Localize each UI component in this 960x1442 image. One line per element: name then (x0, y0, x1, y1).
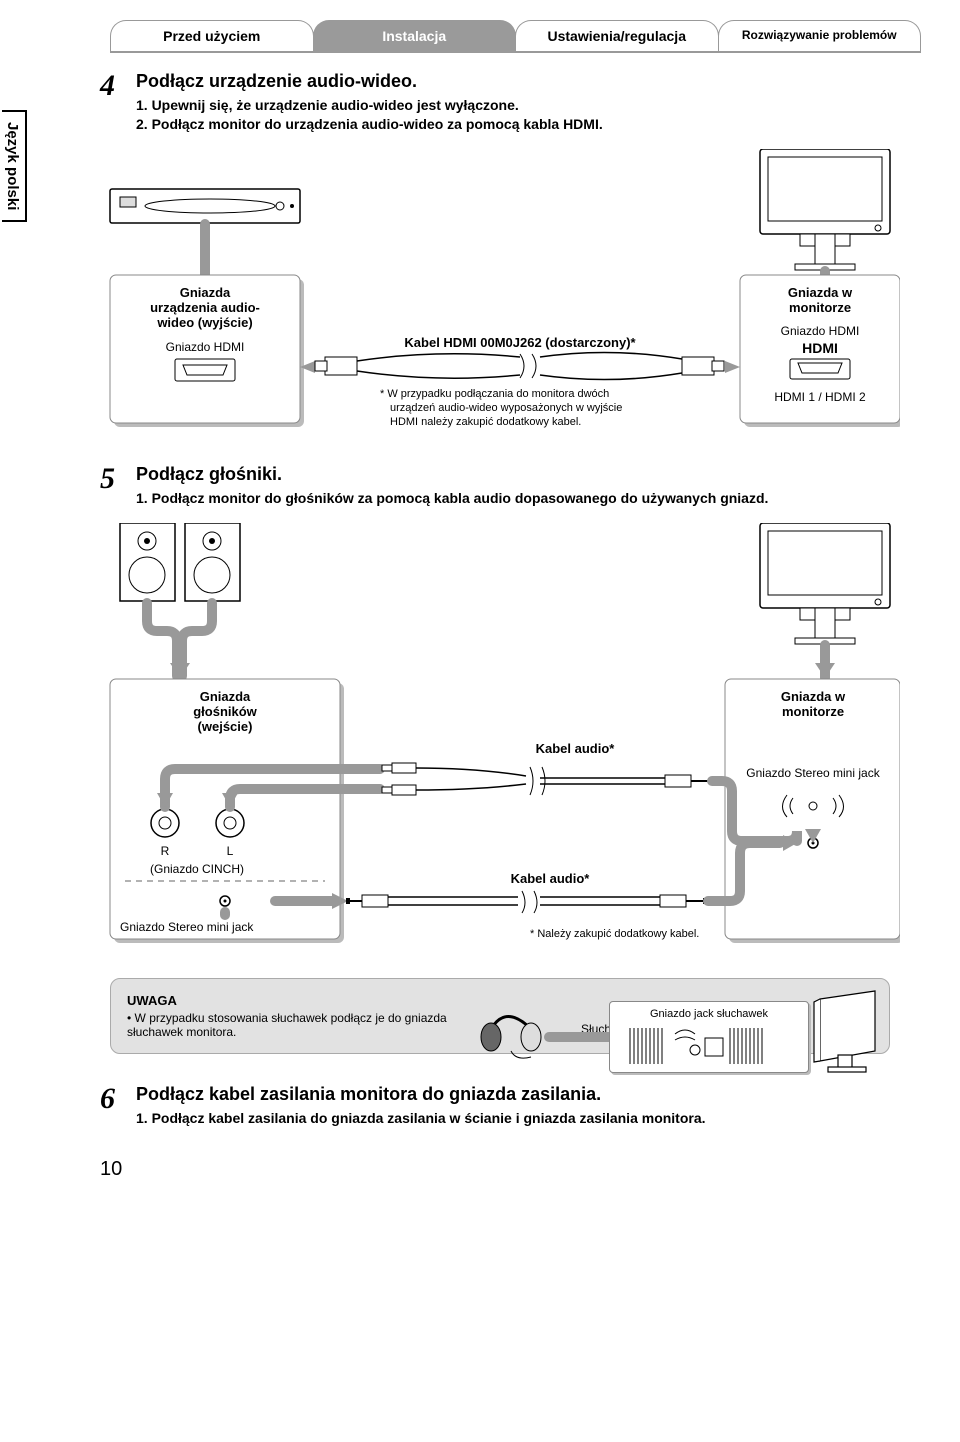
step-6: 6 Podłącz kabel zasilania monitora do gn… (100, 1084, 920, 1128)
note-text: • W przypadku stosowania słuchawek podłą… (127, 1011, 447, 1039)
speakers-icon (120, 523, 240, 601)
monitor-icon (760, 149, 890, 270)
right-box-title-1: Gniazda w (788, 285, 853, 300)
tab-before-use[interactable]: Przed użyciem (110, 20, 314, 53)
hdmi-cable-icon (300, 352, 740, 379)
audio-footnote: * Należy zakupić dodatkowy kabel. (530, 928, 699, 940)
tab-bar: Przed użyciem Instalacja Ustawienia/regu… (110, 20, 920, 53)
monitor-icon-2 (760, 523, 890, 644)
svg-text:Gniazda: Gniazda (200, 689, 251, 704)
left-box-title-2: urządzenia audio- (150, 300, 260, 315)
step-4-line2: 2. Podłącz monitor do urządzenia audio-w… (136, 115, 920, 134)
svg-text:Gniazda w: Gniazda w (781, 689, 846, 704)
tab-troubleshooting[interactable]: Rozwiązywanie problemów (718, 20, 922, 53)
headphone-jack-panel: Gniazdo jack słuchawek (609, 1001, 809, 1073)
note-box: UWAGA • W przypadku stosowania słuchawek… (110, 978, 890, 1054)
step-5: 5 Podłącz głośniki. 1. Podłącz monitor d… (100, 464, 920, 508)
step-4-title: Podłącz urządzenie audio-wideo. (136, 71, 920, 92)
svg-text:monitorze: monitorze (782, 704, 844, 719)
step-6-line1: 1. Podłącz kabel zasilania do gniazda za… (136, 1109, 920, 1128)
svg-text:R: R (161, 844, 170, 858)
tab-settings[interactable]: Ustawienia/regulacja (515, 20, 719, 53)
headphones-icon (481, 1016, 541, 1058)
svg-text:Gniazdo Stereo mini jack: Gniazdo Stereo mini jack (120, 920, 254, 934)
svg-text:głośników: głośników (193, 704, 257, 719)
svg-text:(Gniazdo CINCH): (Gniazdo CINCH) (150, 862, 244, 876)
right-box-ports: HDMI 1 / HDMI 2 (774, 390, 866, 404)
jack-label: Gniazdo jack słuchawek (610, 1002, 808, 1020)
step-5-number: 5 (100, 464, 126, 494)
monitor-side-icon (814, 991, 875, 1072)
audio-video-device-icon (110, 189, 300, 223)
svg-text:Gniazdo Stereo mini jack: Gniazdo Stereo mini jack (746, 766, 880, 780)
step-4: 4 Podłącz urządzenie audio-wideo. 1. Upe… (100, 71, 920, 134)
left-box-sub: Gniazdo HDMI (166, 340, 245, 354)
step-4-line1: 1. Upewnij się, że urządzenie audio-wide… (136, 96, 920, 115)
step-4-number: 4 (100, 71, 126, 101)
diagram-hdmi: Gniazda urządzenia audio- wideo (wyjście… (100, 149, 920, 439)
right-box-title-2: monitorze (789, 300, 851, 315)
left-box-title-3: wideo (wyjście) (156, 315, 252, 330)
footnote-2: urządzeń audio-wideo wyposażonych w wyjś… (390, 402, 622, 414)
step-6-title: Podłącz kabel zasilania monitora do gnia… (136, 1084, 920, 1105)
cable-label: Kabel HDMI 00M0J262 (dostarczony)* (404, 335, 636, 350)
left-box-title-1: Gniazda (180, 285, 231, 300)
footnote-1: * W przypadku podłączania do monitora dw… (380, 388, 609, 400)
tab-installation[interactable]: Instalacja (313, 20, 517, 53)
svg-text:(wejście): (wejście) (198, 719, 253, 734)
language-side-tab: Język polski (2, 110, 27, 222)
right-box-sub: Gniazdo HDMI (781, 324, 860, 338)
diagram-audio: Gniazda głośników (wejście) R L (Gniazdo… (100, 523, 920, 953)
svg-text:L: L (227, 844, 234, 858)
svg-text:Kabel audio*: Kabel audio* (536, 741, 616, 756)
footnote-3: HDMI należy zakupić dodatkowy kabel. (390, 416, 581, 428)
step-5-line1: 1. Podłącz monitor do głośników za pomoc… (136, 489, 920, 508)
hdmi-logo: HDMI (802, 340, 838, 356)
svg-text:Kabel audio*: Kabel audio* (511, 871, 591, 886)
step-5-title: Podłącz głośniki. (136, 464, 920, 485)
step-6-number: 6 (100, 1084, 126, 1114)
page-number: 10 (100, 1158, 920, 1181)
